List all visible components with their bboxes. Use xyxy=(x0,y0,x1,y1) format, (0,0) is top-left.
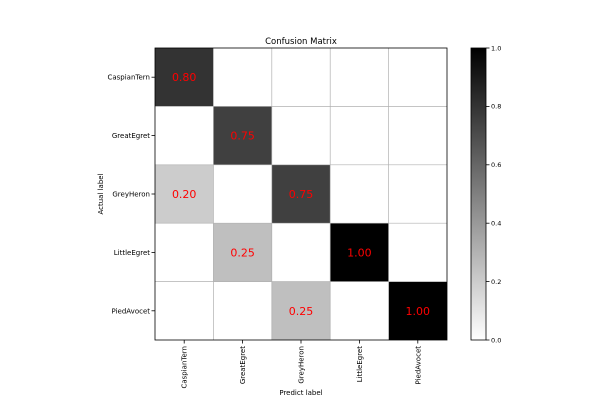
colorbar: 0.0 0.2 0.4 0.6 0.8 1.0 xyxy=(470,44,501,344)
y-axis-title: Actual label xyxy=(97,173,105,214)
heatmap-cell xyxy=(155,281,214,340)
y-axis-ticks: CaspianTern GreatEgret GreyHeron LittleEgre… xyxy=(107,74,155,315)
x-axis-ticks: CaspianTern GreatEgret GreyHeron LittleEgre… xyxy=(181,340,422,389)
x-axis-title: Predict label xyxy=(279,389,322,397)
heatmap-cell xyxy=(330,223,389,282)
colorbar-gradient xyxy=(470,47,487,341)
colorbar-tick-label: 0.8 xyxy=(491,103,501,111)
heatmap-cell xyxy=(155,48,214,107)
y-tick-label: GreatEgret xyxy=(112,132,150,140)
heatmap-cell xyxy=(330,281,389,340)
y-tick-label: CaspianTern xyxy=(107,74,150,82)
heatmap-cell xyxy=(388,223,447,282)
x-tick-label: PiedAvocet xyxy=(414,346,422,385)
heatmap-cell xyxy=(388,48,447,107)
chart-title: Confusion Matrix xyxy=(265,37,337,47)
y-tick-label: GreyHeron xyxy=(112,191,150,199)
colorbar-tick-label: 0.0 xyxy=(491,336,501,344)
heatmap-cell xyxy=(330,48,389,107)
colorbar-tick-label: 0.2 xyxy=(491,278,501,286)
cell-value-label: 0.20 xyxy=(172,188,197,201)
heatmap-cell xyxy=(388,164,447,224)
cell-value-label: 0.80 xyxy=(172,71,197,84)
colorbar-ticks: 0.0 0.2 0.4 0.6 0.8 1.0 xyxy=(486,44,501,344)
heatmap-cell xyxy=(271,281,331,340)
cell-value-label: 0.25 xyxy=(289,305,314,318)
heatmap-grid xyxy=(155,48,447,340)
cell-value-label: 0.75 xyxy=(230,130,255,143)
heatmap-cell xyxy=(155,106,214,165)
heatmap-cell xyxy=(213,164,272,224)
cell-value-label: 1.00 xyxy=(406,305,431,318)
heatmap-cell xyxy=(271,223,331,282)
heatmap-cell xyxy=(388,106,447,165)
cell-labels: 0.80 0.75 0.20 0.75 0.25 1.00 0.25 1.00 xyxy=(172,71,430,318)
y-tick-label: PiedAvocet xyxy=(112,307,151,315)
heatmap-cells xyxy=(155,48,447,340)
heatmap-cell xyxy=(213,48,272,107)
heatmap-cell xyxy=(271,48,331,107)
x-tick-label: GreatEgret xyxy=(239,346,247,384)
colorbar-tick-label: 0.6 xyxy=(491,161,501,169)
heatmap-cell xyxy=(330,106,389,165)
cell-value-label: 1.00 xyxy=(347,246,372,259)
heatmap-cell xyxy=(330,164,389,224)
cell-value-label: 0.25 xyxy=(230,246,255,259)
heatmap-cell xyxy=(388,281,447,340)
heatmap-cell xyxy=(155,164,214,224)
x-tick-label: CaspianTern xyxy=(181,346,189,389)
heatmap-cell xyxy=(271,106,331,165)
y-tick-label: LittleEgret xyxy=(114,249,150,257)
colorbar-tick-label: 1.0 xyxy=(491,44,501,52)
x-tick-label: LittleEgret xyxy=(356,346,364,382)
heatmap-cell xyxy=(271,164,331,224)
heatmap-cell xyxy=(155,223,214,282)
heatmap-cell xyxy=(213,223,272,282)
colorbar-tick-label: 0.4 xyxy=(491,220,501,228)
heatmap-cell xyxy=(213,281,272,340)
cell-value-label: 0.75 xyxy=(289,188,314,201)
x-tick-label: GreyHeron xyxy=(298,346,306,384)
heatmap-cell xyxy=(213,106,272,165)
